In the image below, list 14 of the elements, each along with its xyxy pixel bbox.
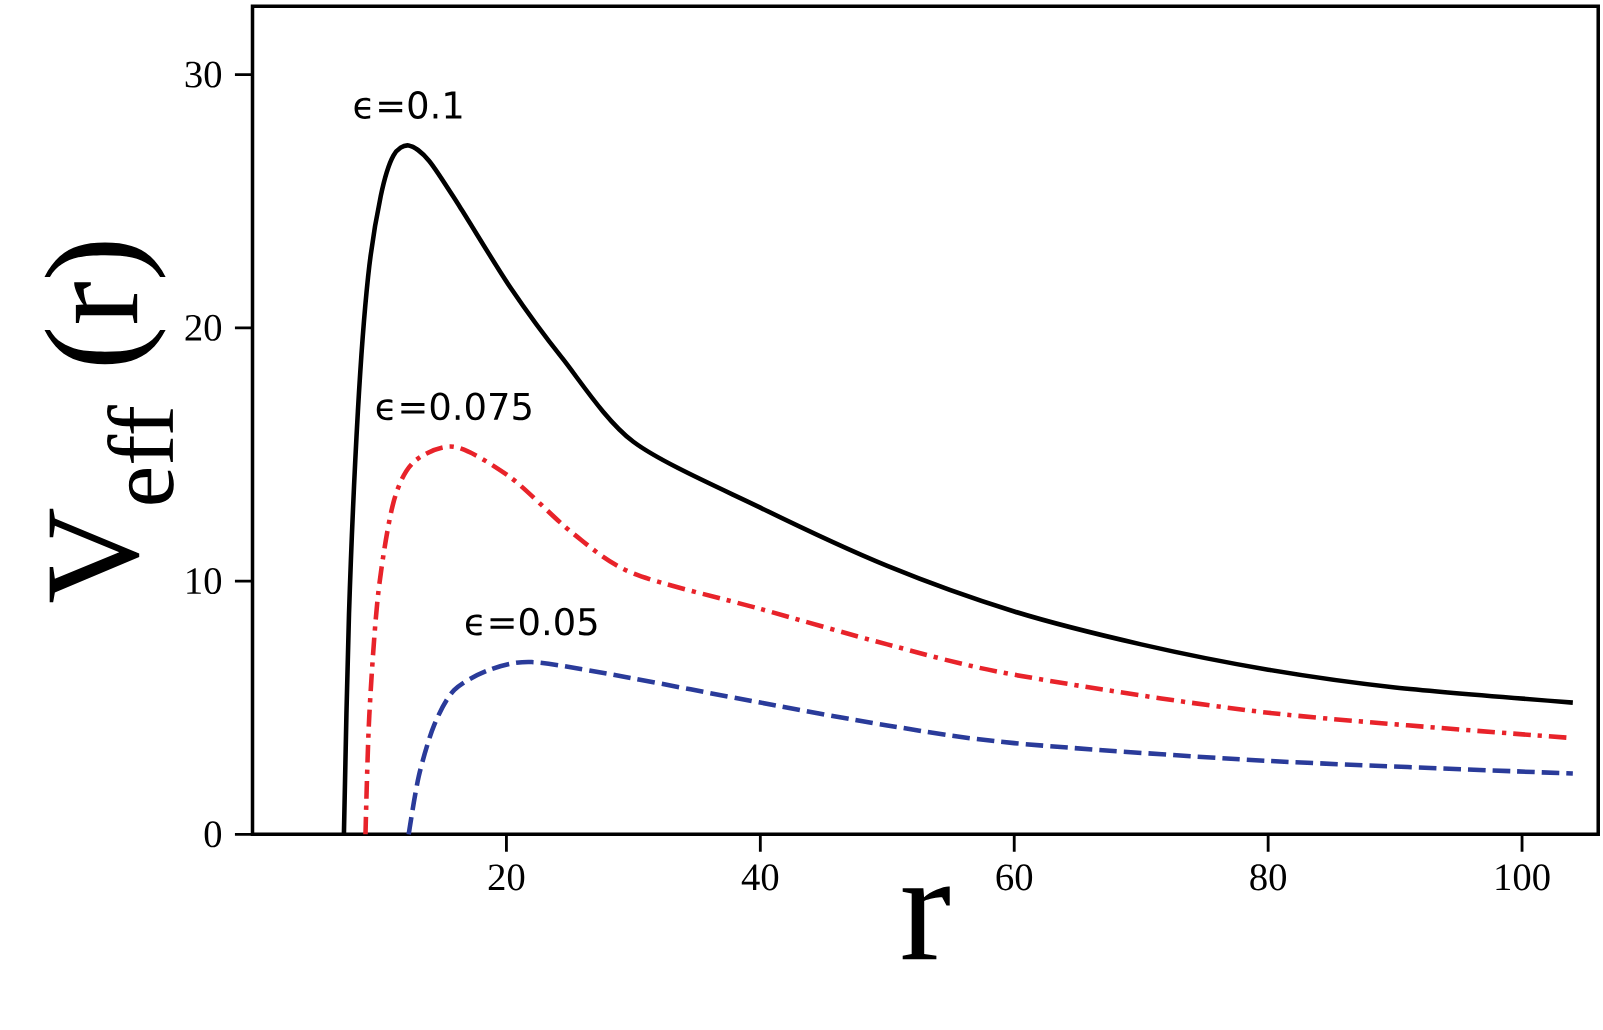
x-tick-label: 100 [1496, 864, 1550, 891]
annotation: ϵ=0.05 [465, 607, 597, 636]
x-tick-label: 20 [488, 864, 525, 891]
y-tick-label: 10 [187, 568, 222, 595]
y-axis-title: V$_{eff}$ (r) [44, 242, 174, 603]
x-tick-label: 40 [741, 864, 779, 891]
annotation: ϵ=0.1 [354, 91, 462, 119]
x-tick-label: 80 [1250, 864, 1286, 891]
x-tick-label: 60 [996, 864, 1033, 891]
x-axis-title: r [902, 886, 950, 960]
y-tick-label: 0 [204, 821, 222, 848]
annotation: ϵ=0.075 [376, 392, 531, 421]
y-tick-label: 20 [185, 314, 222, 341]
y-tick-label: 30 [185, 61, 222, 88]
